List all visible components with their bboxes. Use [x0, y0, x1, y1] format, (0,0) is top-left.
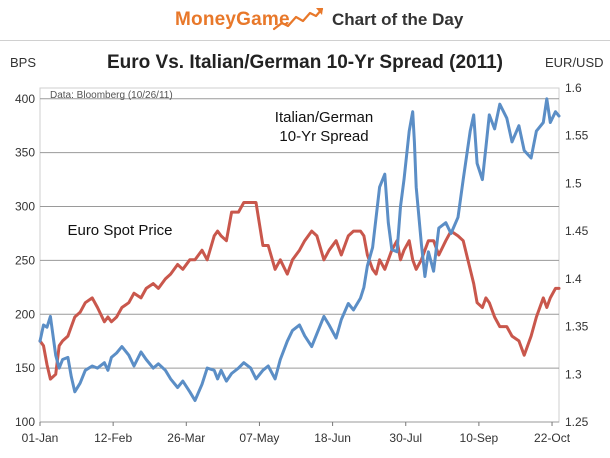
x-tick-label: 12-Feb: [94, 431, 132, 445]
rising-line-chart-icon: [272, 7, 324, 31]
source-note: Data: Bloomberg (10/26/11): [50, 90, 173, 101]
x-tick-label: 26-Mar: [167, 431, 205, 445]
spread-annotation-line-1: Italian/German: [275, 109, 373, 126]
euro-annotation: Euro Spot Price: [67, 222, 172, 239]
y-left-tick-label: 250: [15, 253, 35, 267]
y-right-tick-label: 1.45: [565, 224, 589, 238]
y-left-tick-label: 100: [15, 415, 35, 429]
x-tick-label: 18-Jun: [314, 431, 351, 445]
y-left-tick-label: 300: [15, 200, 35, 214]
x-tick-label: 30-Jul: [389, 431, 422, 445]
page-header: MoneyGame Chart of the Day: [0, 0, 610, 40]
y-right-tick-label: 1.3: [565, 367, 582, 381]
y-left-tick-label: 350: [15, 146, 35, 160]
x-tick-label: 10-Sep: [460, 431, 499, 445]
header-divider: [0, 40, 610, 41]
x-tick-label: 22-Oct: [534, 431, 571, 445]
x-tick-label: 01-Jan: [22, 431, 59, 445]
brand-name[interactable]: MoneyGame: [175, 9, 290, 30]
y-right-tick-label: 1.55: [565, 129, 589, 143]
y-right-tick-label: 1.35: [565, 320, 589, 334]
y-right-tick-label: 1.5: [565, 176, 582, 190]
x-tick-label: 07-May: [239, 431, 279, 445]
spread-annotation-line-2: 10-Yr Spread: [279, 128, 368, 145]
y-left-tick-label: 200: [15, 307, 35, 321]
y-right-tick-label: 1.25: [565, 415, 589, 429]
right-axis-unit: EUR/USD: [545, 55, 604, 70]
y-left-tick-label: 150: [15, 361, 35, 375]
y-right-tick-label: 1.6: [565, 81, 582, 95]
y-left-tick-label: 400: [15, 92, 35, 106]
plot-area: [39, 87, 560, 423]
euro-spot-price-line: [38, 201, 561, 381]
chart-title: Euro Vs. Italian/German 10-Yr Spread (20…: [107, 52, 503, 73]
y-right-tick-label: 1.4: [565, 272, 582, 286]
italian-german-spread-line: [38, 97, 561, 402]
left-axis-unit: BPS: [10, 55, 37, 70]
chart-of-the-day-tagline: Chart of the Day: [332, 10, 464, 29]
